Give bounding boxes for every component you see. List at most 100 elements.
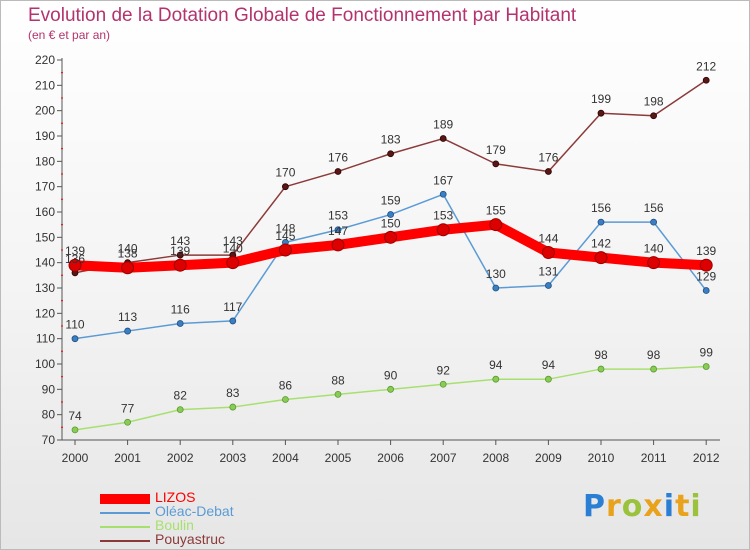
data-point: [387, 150, 395, 158]
data-label: 147: [328, 224, 348, 238]
x-tick-label: 2010: [588, 451, 615, 465]
data-label: 148: [275, 221, 295, 235]
logo-letter: i: [690, 489, 702, 524]
data-label: 150: [381, 216, 401, 230]
data-label: 116: [171, 302, 190, 316]
data-point: [492, 284, 500, 292]
x-tick-label: 2001: [114, 451, 141, 465]
data-label: 143: [170, 234, 190, 248]
data-label: 88: [331, 373, 345, 387]
data-label: 138: [118, 247, 138, 261]
data-point: [492, 160, 500, 168]
data-point: [387, 385, 395, 393]
legend-swatch: [100, 512, 150, 514]
data-label: 83: [226, 386, 240, 400]
y-tick-label: 130: [35, 281, 55, 295]
y-minor-tick: [61, 147, 63, 150]
y-tick-label: 110: [36, 332, 55, 346]
x-tick-label: 2000: [62, 451, 89, 465]
data-label: 170: [275, 166, 295, 180]
data-point: [68, 258, 82, 272]
data-label: 212: [696, 59, 716, 73]
legend-label: Boulin: [155, 517, 194, 533]
data-point: [229, 317, 237, 325]
data-point: [334, 168, 342, 175]
data-point: [229, 403, 237, 411]
data-point: [699, 258, 713, 272]
data-point: [702, 363, 710, 370]
y-tick-label: 170: [35, 180, 55, 194]
data-label: 92: [437, 363, 451, 377]
data-point: [545, 282, 552, 289]
data-point: [545, 168, 552, 175]
logo-letter: t: [675, 489, 691, 524]
data-label: 94: [542, 358, 556, 372]
y-tick-label: 200: [35, 104, 55, 118]
data-point: [334, 226, 342, 234]
data-point: [334, 390, 342, 398]
data-point: [384, 230, 398, 244]
data-point: [489, 218, 503, 232]
data-label: 129: [696, 270, 716, 284]
logo-letter: P: [583, 489, 606, 524]
data-label: 179: [486, 143, 506, 157]
data-point: [331, 238, 345, 252]
data-label: 98: [594, 348, 608, 362]
data-label: 159: [381, 194, 401, 208]
data-label: 94: [489, 358, 503, 372]
data-label: 131: [538, 264, 558, 278]
legend-label: Pouyastruc: [155, 531, 226, 547]
data-point: [124, 327, 131, 335]
y-tick-label: 160: [35, 205, 55, 219]
chart-title: Evolution de la Dotation Globale de Fonc…: [28, 5, 577, 26]
y-tick-label: 100: [35, 357, 55, 371]
data-label: 156: [591, 201, 611, 215]
data-point: [597, 365, 605, 373]
data-label: 189: [433, 118, 453, 132]
data-point: [650, 218, 657, 226]
data-label: 99: [700, 346, 714, 360]
data-point: [281, 183, 289, 191]
x-tick-label: 2009: [535, 451, 562, 465]
data-label: 136: [65, 252, 85, 266]
data-point: [226, 256, 240, 270]
data-label: 140: [644, 242, 664, 256]
data-point: [281, 396, 289, 403]
y-minor-tick: [61, 122, 63, 125]
logo-letter: o: [621, 489, 644, 524]
data-point: [176, 320, 184, 327]
legend-label: LIZOS: [155, 489, 196, 505]
legend-swatch: [100, 526, 150, 528]
x-tick-label: 2012: [693, 451, 720, 465]
data-point: [436, 223, 450, 237]
y-minor-tick: [61, 97, 63, 99]
data-label: 145: [275, 229, 295, 243]
y-tick-label: 220: [35, 53, 55, 67]
data-label: 117: [223, 300, 242, 314]
y-tick-label: 140: [35, 256, 55, 270]
data-point: [594, 251, 608, 265]
data-label: 156: [644, 201, 664, 215]
data-label: 155: [486, 204, 506, 218]
data-label: 142: [591, 237, 611, 251]
data-label: 110: [65, 318, 84, 332]
data-label: 143: [223, 234, 243, 248]
data-label: 98: [647, 348, 661, 362]
data-label: 167: [433, 173, 453, 187]
data-point: [650, 365, 657, 373]
y-minor-tick: [61, 375, 63, 378]
data-label: 77: [121, 401, 135, 415]
x-tick-label: 2005: [325, 451, 352, 465]
x-tick-label: 2008: [482, 451, 509, 465]
y-minor-tick: [61, 71, 63, 74]
data-point: [647, 256, 661, 270]
y-tick-label: 90: [42, 382, 56, 396]
y-minor-tick: [61, 274, 63, 277]
data-label: 144: [538, 232, 558, 246]
data-point: [597, 218, 605, 226]
data-point: [121, 261, 135, 275]
data-point: [71, 426, 79, 434]
data-point: [278, 243, 292, 257]
data-point: [702, 76, 710, 84]
y-minor-tick: [61, 426, 63, 429]
